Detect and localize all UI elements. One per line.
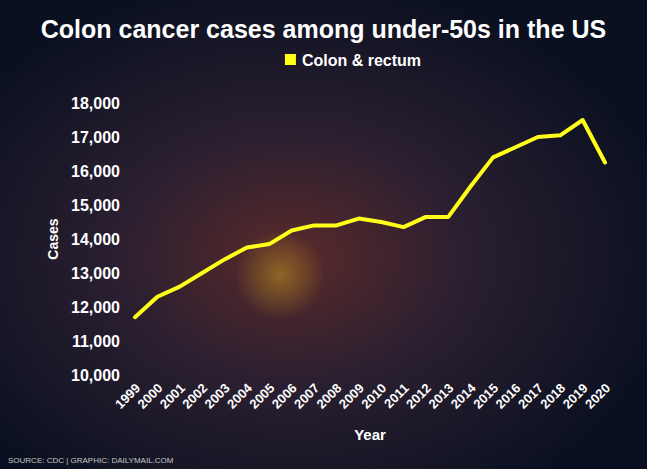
x-tick-label: 2020: [582, 381, 613, 412]
source: SOURCE: CDC | GRAPHIC: DAILYMAIL.COM: [8, 456, 174, 465]
y-tick-label: 11,000: [72, 333, 120, 350]
y-tick-label: 13,000: [71, 265, 120, 282]
background: [0, 0, 647, 469]
background-glow: [235, 230, 325, 320]
x-axis-title: Year: [354, 426, 386, 443]
plot-area: [135, 120, 605, 317]
y-axis-title: Cases: [45, 218, 61, 259]
y-tick-label: 18,000: [71, 95, 120, 112]
y-tick-label: 16,000: [71, 163, 120, 180]
legend-swatch: [285, 54, 296, 65]
y-tick-label: 17,000: [71, 129, 120, 146]
line: [135, 120, 605, 317]
y-tick-label: 10,000: [71, 367, 120, 384]
legend-label: Colon & rectum: [302, 52, 421, 69]
y-tick-label: 12,000: [71, 299, 120, 316]
chart: Colon cancer cases among under-50s in th…: [0, 0, 647, 469]
y-tick-label: 14,000: [71, 231, 120, 248]
y-tick-label: 15,000: [71, 197, 120, 214]
title: Colon cancer cases among under-50s in th…: [41, 15, 606, 43]
legend: Colon & rectum: [285, 52, 421, 69]
